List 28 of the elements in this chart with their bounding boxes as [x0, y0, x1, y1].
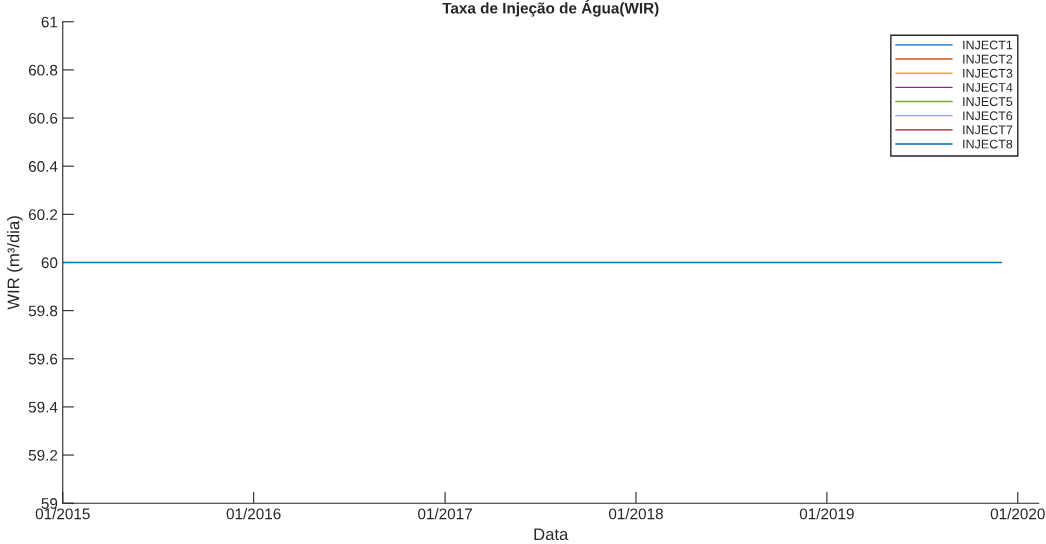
- y-tick-label: 60.8: [28, 64, 58, 76]
- x-tick-label: 01/2020: [990, 508, 1045, 520]
- legend-label: INJECT8: [963, 139, 1013, 149]
- x-tick-label: 01/2019: [799, 508, 854, 520]
- y-tick-label: 60: [41, 257, 58, 269]
- x-tick-label: 01/2017: [418, 508, 472, 520]
- y-tick-label: 59: [41, 498, 58, 509]
- chart-title: Taxa de Injeção de Água(WIR): [442, 0, 659, 17]
- y-tick-label: 59.2: [28, 449, 58, 461]
- y-tick-label: 60.4: [28, 161, 58, 172]
- y-tick-label: 59.6: [28, 353, 58, 365]
- x-axis-title: Data: [534, 528, 569, 541]
- legend-label: INJECT6: [963, 111, 1013, 121]
- x-tick-label: 01/2018: [608, 508, 663, 520]
- legend-label: INJECT3: [963, 68, 1013, 78]
- x-tick-label: 01/2016: [226, 508, 281, 520]
- y-tick-label: 60.6: [28, 112, 58, 124]
- y-tick-label: 59.8: [28, 305, 58, 317]
- y-tick-label: 60.2: [28, 209, 58, 221]
- legend-label: INJECT1: [963, 40, 1013, 50]
- legend-label: INJECT7: [963, 125, 1013, 135]
- legend-label: INJECT5: [963, 97, 1013, 107]
- y-tick-label: 61: [41, 16, 58, 28]
- legend-label: INJECT2: [963, 54, 1013, 64]
- y-tick-label: 59.4: [28, 401, 58, 413]
- legend-label: INJECT4: [963, 83, 1013, 92]
- y-axis-title: WIR (m³/dia): [7, 216, 23, 310]
- x-tick-label: 01/2015: [35, 508, 90, 520]
